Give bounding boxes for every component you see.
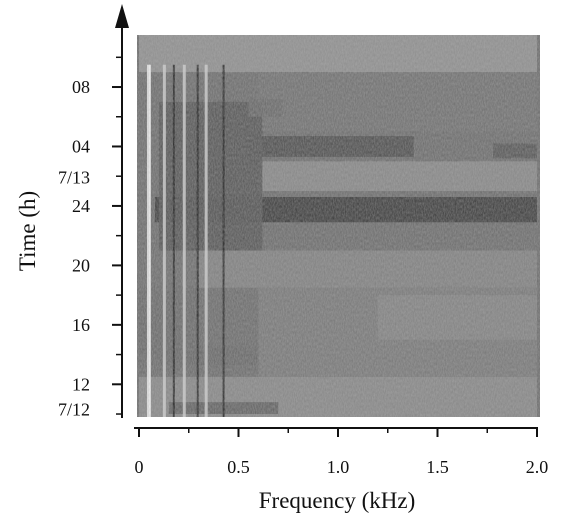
y-axis-label: Time (h) bbox=[15, 191, 40, 271]
y-tick-label: 08 bbox=[72, 77, 90, 97]
y-axis: 12 16 20 24 04 08 7/12 7/13 Time (h) bbox=[15, 4, 129, 420]
noise-texture bbox=[137, 35, 540, 417]
y-tick-label: 12 bbox=[72, 374, 90, 394]
y-date-label: 7/12 bbox=[58, 400, 90, 420]
y-tick-label: 16 bbox=[72, 315, 90, 335]
x-tick-label: 1.0 bbox=[327, 457, 350, 477]
x-axis: 0 0.5 1.0 1.5 2.0 Frequency (kHz) bbox=[134, 427, 549, 513]
x-tick-label: 2.0 bbox=[526, 457, 549, 477]
x-axis-label: Frequency (kHz) bbox=[259, 488, 415, 513]
plot-area bbox=[137, 35, 540, 417]
y-tick-label: 24 bbox=[72, 196, 90, 216]
y-axis-arrow-icon bbox=[115, 4, 129, 28]
x-tick-label: 1.5 bbox=[426, 457, 449, 477]
y-date-label: 7/13 bbox=[58, 168, 90, 188]
x-tick-label: 0 bbox=[135, 457, 144, 477]
y-tick-label: 20 bbox=[72, 255, 90, 275]
x-tick-label: 0.5 bbox=[227, 457, 250, 477]
y-tick-label: 04 bbox=[72, 136, 90, 156]
